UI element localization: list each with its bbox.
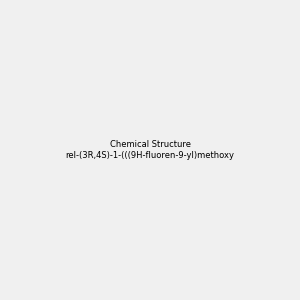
Text: Chemical Structure
rel-(3R,4S)-1-(((9H-fluoren-9-yl)methoxy: Chemical Structure rel-(3R,4S)-1-(((9H-f… <box>65 140 235 160</box>
